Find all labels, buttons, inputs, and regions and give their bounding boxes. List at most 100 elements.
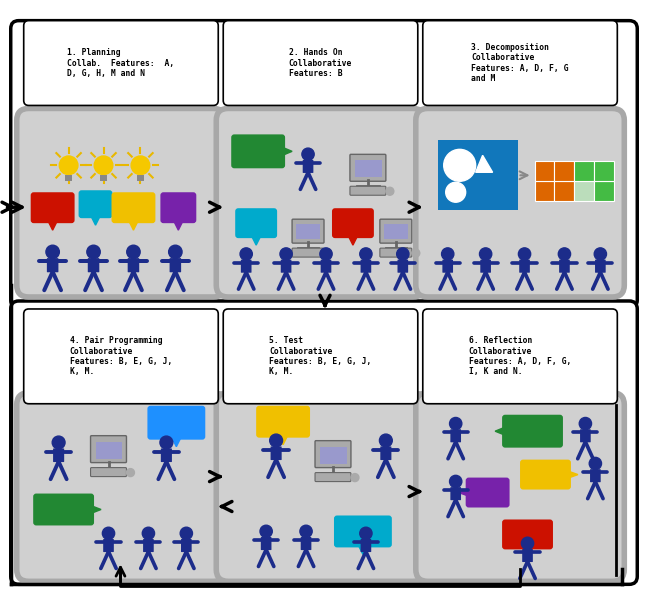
Polygon shape — [173, 220, 184, 230]
FancyBboxPatch shape — [216, 108, 424, 297]
Polygon shape — [459, 489, 469, 496]
Circle shape — [518, 248, 531, 260]
FancyBboxPatch shape — [380, 219, 412, 243]
Circle shape — [180, 527, 193, 540]
FancyBboxPatch shape — [17, 393, 225, 581]
Polygon shape — [91, 506, 101, 513]
FancyBboxPatch shape — [292, 219, 324, 243]
FancyBboxPatch shape — [161, 449, 172, 462]
Polygon shape — [251, 235, 261, 245]
Circle shape — [450, 475, 462, 488]
FancyBboxPatch shape — [422, 309, 617, 404]
FancyBboxPatch shape — [47, 258, 59, 273]
FancyBboxPatch shape — [559, 259, 570, 273]
FancyBboxPatch shape — [231, 134, 285, 168]
FancyBboxPatch shape — [522, 549, 533, 562]
Polygon shape — [358, 544, 368, 555]
Circle shape — [412, 249, 420, 257]
FancyBboxPatch shape — [321, 259, 331, 273]
Circle shape — [386, 187, 394, 195]
FancyBboxPatch shape — [143, 539, 154, 552]
Polygon shape — [48, 220, 58, 230]
Circle shape — [360, 527, 372, 540]
Circle shape — [480, 248, 492, 260]
Circle shape — [320, 248, 332, 260]
Circle shape — [300, 525, 312, 537]
Circle shape — [324, 249, 332, 257]
Polygon shape — [348, 235, 358, 245]
Circle shape — [143, 527, 154, 540]
FancyBboxPatch shape — [10, 21, 637, 308]
Circle shape — [444, 149, 476, 181]
Circle shape — [521, 537, 534, 549]
FancyBboxPatch shape — [502, 519, 553, 549]
FancyBboxPatch shape — [534, 181, 555, 201]
Polygon shape — [523, 546, 533, 556]
Text: 5. Test
Collaborative
Features: B, E, G, J,
K, M.: 5. Test Collaborative Features: B, E, G,… — [270, 336, 372, 377]
FancyBboxPatch shape — [256, 406, 310, 438]
Text: 4. Pair Programming
Collaborative
Features: B, E, G, J,
K, M.: 4. Pair Programming Collaborative Featur… — [70, 336, 172, 377]
FancyBboxPatch shape — [574, 181, 594, 201]
FancyBboxPatch shape — [128, 258, 139, 273]
FancyBboxPatch shape — [520, 459, 571, 490]
FancyBboxPatch shape — [96, 441, 122, 459]
FancyBboxPatch shape — [223, 309, 418, 404]
FancyBboxPatch shape — [361, 259, 371, 273]
FancyBboxPatch shape — [350, 154, 386, 181]
Polygon shape — [495, 427, 505, 435]
FancyBboxPatch shape — [450, 487, 461, 500]
FancyBboxPatch shape — [594, 161, 615, 181]
FancyBboxPatch shape — [443, 259, 453, 273]
Circle shape — [450, 418, 462, 430]
FancyBboxPatch shape — [111, 192, 156, 223]
Circle shape — [59, 156, 78, 175]
FancyBboxPatch shape — [534, 161, 555, 181]
FancyBboxPatch shape — [17, 108, 225, 297]
FancyBboxPatch shape — [416, 393, 624, 581]
Circle shape — [594, 248, 607, 260]
Circle shape — [589, 458, 602, 469]
Polygon shape — [90, 215, 100, 225]
Text: 6. Reflection
Collaborative
Features: A, D, F, G,
I, K and N.: 6. Reflection Collaborative Features: A,… — [469, 336, 571, 377]
Polygon shape — [128, 220, 139, 230]
FancyBboxPatch shape — [296, 224, 320, 239]
FancyBboxPatch shape — [137, 175, 144, 181]
Circle shape — [260, 525, 272, 537]
FancyBboxPatch shape — [450, 429, 461, 442]
FancyBboxPatch shape — [271, 446, 282, 460]
Circle shape — [579, 418, 592, 430]
FancyBboxPatch shape — [380, 446, 391, 460]
Circle shape — [351, 474, 359, 481]
FancyBboxPatch shape — [380, 248, 412, 257]
Circle shape — [126, 469, 135, 477]
FancyBboxPatch shape — [292, 248, 324, 257]
FancyBboxPatch shape — [223, 21, 418, 105]
FancyBboxPatch shape — [23, 21, 218, 105]
FancyBboxPatch shape — [580, 429, 590, 442]
FancyBboxPatch shape — [398, 259, 408, 273]
FancyBboxPatch shape — [350, 186, 386, 195]
FancyBboxPatch shape — [416, 108, 624, 297]
Circle shape — [94, 156, 113, 175]
FancyBboxPatch shape — [422, 21, 617, 105]
FancyBboxPatch shape — [334, 515, 392, 547]
FancyBboxPatch shape — [281, 259, 292, 273]
Circle shape — [396, 248, 409, 260]
FancyBboxPatch shape — [502, 415, 563, 447]
Circle shape — [131, 156, 150, 175]
FancyBboxPatch shape — [33, 493, 94, 525]
FancyBboxPatch shape — [574, 161, 594, 181]
FancyBboxPatch shape — [241, 259, 251, 273]
Circle shape — [360, 248, 372, 260]
FancyBboxPatch shape — [480, 259, 491, 273]
Text: 1. Planning
Collab.  Features:  A,
D, G, H, M and N: 1. Planning Collab. Features: A, D, G, H… — [67, 48, 174, 78]
FancyBboxPatch shape — [23, 309, 218, 404]
Circle shape — [127, 245, 140, 259]
Circle shape — [559, 248, 570, 260]
FancyBboxPatch shape — [65, 175, 72, 181]
FancyBboxPatch shape — [100, 175, 107, 181]
Circle shape — [441, 248, 454, 260]
FancyBboxPatch shape — [103, 539, 114, 552]
FancyBboxPatch shape — [235, 208, 277, 238]
FancyBboxPatch shape — [303, 160, 313, 173]
